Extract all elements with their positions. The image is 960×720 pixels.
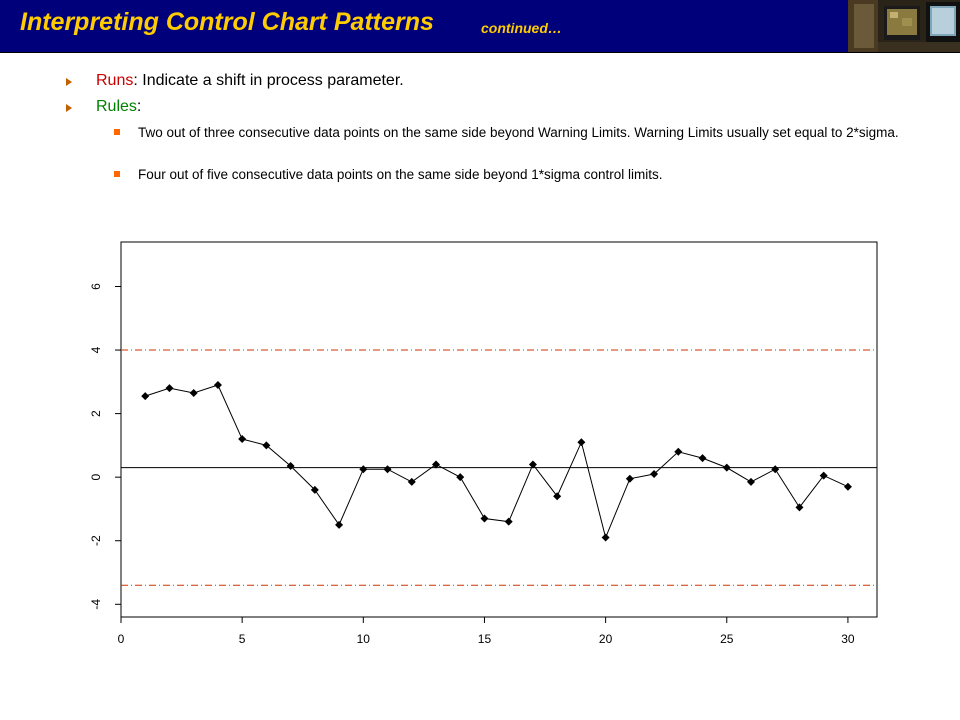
data-point [213, 381, 222, 390]
x-tick-label: 30 [841, 632, 855, 646]
arrow-bullet-icon [66, 78, 72, 86]
data-point [553, 492, 562, 501]
data-point [383, 465, 392, 474]
x-tick-label: 25 [720, 632, 734, 646]
data-point [771, 465, 780, 474]
header-photo-image [848, 0, 960, 52]
data-point [310, 485, 319, 494]
y-tick-label: 0 [89, 474, 103, 481]
data-series-line [145, 384, 849, 540]
data-point [504, 517, 513, 526]
data-point [698, 454, 707, 463]
data-point [843, 482, 852, 491]
x-tick-label: 10 [357, 632, 371, 646]
title-bar: Interpreting Control Chart Patterns cont… [0, 0, 960, 53]
data-point [141, 392, 150, 401]
y-tick-label: -4 [89, 599, 103, 610]
slide-title: Interpreting Control Chart Patterns [20, 8, 434, 36]
data-point [407, 477, 416, 486]
data-point [601, 533, 610, 542]
runs-text: : Indicate a shift in process parameter. [133, 72, 404, 89]
data-point [165, 384, 174, 393]
data-point [359, 465, 368, 474]
plot-frame [120, 241, 878, 618]
y-tick-label: 2 [89, 410, 103, 417]
x-tick-label: 20 [599, 632, 613, 646]
data-point [528, 460, 537, 469]
subbullet-text: Four out of five consecutive data points… [138, 167, 663, 182]
subbullet-text: Two out of three consecutive data points… [138, 125, 899, 140]
rules-text: : [136, 98, 142, 115]
rules-label: Rules [96, 98, 137, 115]
subbullet-four-of-five: Four out of five consecutive data points… [114, 166, 909, 184]
x-tick-label: 15 [478, 632, 492, 646]
data-point [819, 471, 828, 480]
x-tick-label: 5 [239, 632, 246, 646]
x-tick-label: 0 [118, 632, 125, 646]
data-point [432, 460, 440, 469]
data-point [335, 520, 344, 529]
data-point [238, 435, 247, 444]
data-point [189, 388, 198, 397]
subbullet-two-of-three: Two out of three consecutive data points… [114, 124, 909, 142]
data-point [722, 463, 731, 472]
data-point [625, 474, 634, 483]
data-point [577, 438, 586, 447]
square-bullet-icon [114, 129, 120, 135]
data-point [674, 447, 683, 456]
data-point [286, 462, 295, 471]
data-point [480, 514, 489, 523]
data-point [456, 473, 465, 482]
y-tick-label: 4 [89, 346, 103, 353]
y-tick-label: 6 [89, 283, 103, 290]
arrow-bullet-icon [66, 104, 72, 112]
data-point [795, 503, 804, 512]
square-bullet-icon [114, 171, 120, 177]
data-point [747, 477, 755, 486]
runs-label: Runs [96, 72, 134, 89]
data-point [650, 469, 659, 478]
y-tick-label: -2 [89, 535, 103, 546]
slide-title-continued: continued… [481, 20, 562, 36]
data-point [262, 441, 271, 450]
